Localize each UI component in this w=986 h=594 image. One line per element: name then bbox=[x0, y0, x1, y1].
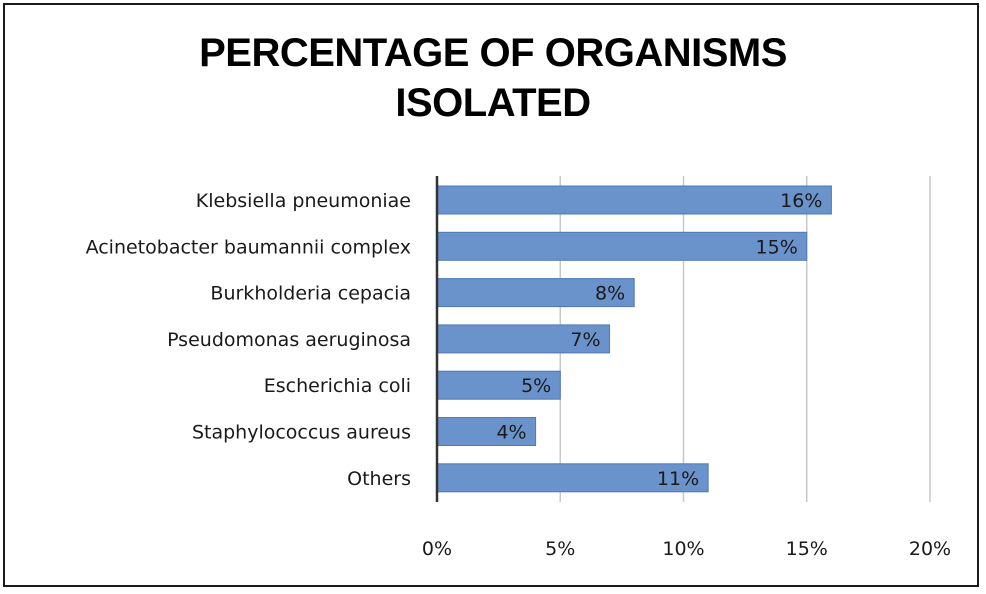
data-label-3: 7% bbox=[570, 329, 600, 351]
category-label-5: Staphylococcus aureus bbox=[192, 422, 411, 444]
data-label-6: 11% bbox=[657, 468, 699, 490]
data-label-0: 16% bbox=[780, 190, 822, 212]
chart-title-line-2: ISOLATED bbox=[395, 81, 591, 125]
x-tick-label-20: 20% bbox=[909, 538, 951, 560]
category-label-6: Others bbox=[347, 468, 411, 490]
bars bbox=[436, 185, 832, 493]
data-label-2: 8% bbox=[595, 283, 625, 305]
category-label-3: Pseudomonas aeruginosa bbox=[167, 329, 411, 351]
chart-title: PERCENTAGE OF ORGANISMS ISOLATED bbox=[0, 28, 986, 128]
category-label-2: Burkholderia cepacia bbox=[210, 283, 411, 305]
category-label-0: Klebsiella pneumoniae bbox=[196, 190, 411, 212]
category-label-4: Escherichia coli bbox=[264, 375, 411, 397]
gridlines bbox=[559, 176, 931, 502]
x-tick-label-15: 15% bbox=[786, 538, 828, 560]
x-tick-label-10: 10% bbox=[662, 538, 704, 560]
x-tick-labels: 0% 5% 10% 15% 20% bbox=[422, 538, 951, 560]
bar-0 bbox=[436, 185, 832, 215]
data-labels: 16% 15% 8% 7% 5% 4% 11% bbox=[496, 190, 822, 490]
x-tick-label-0: 0% bbox=[422, 538, 452, 560]
x-tick-label-5: 5% bbox=[545, 538, 575, 560]
category-label-1: Acinetobacter baumannii complex bbox=[86, 236, 411, 258]
bar-1 bbox=[436, 231, 808, 261]
data-label-5: 4% bbox=[496, 422, 526, 444]
data-label-1: 15% bbox=[756, 236, 798, 258]
category-labels: Klebsiella pneumoniae Acinetobacter bauma… bbox=[86, 190, 411, 490]
data-label-4: 5% bbox=[521, 375, 551, 397]
chart-title-line-1: PERCENTAGE OF ORGANISMS bbox=[199, 31, 787, 75]
